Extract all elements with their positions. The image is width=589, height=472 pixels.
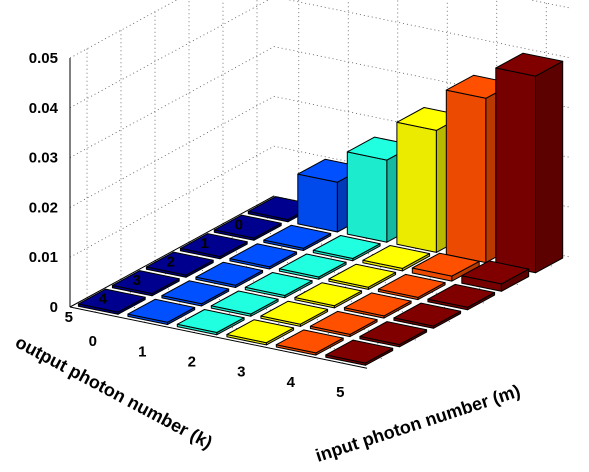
bar-k1-m4 (411, 252, 480, 282)
z-tick-label: 0 (50, 299, 58, 316)
x-tick-label: 5 (336, 384, 344, 401)
z-tick-label: 0.04 (29, 100, 59, 117)
bar-k1-m5 (461, 260, 530, 292)
bar-k2-m5 (427, 283, 496, 311)
z-gridline (69, 95, 572, 208)
bar-k4-m1 (161, 280, 230, 307)
x-tick-label: 3 (237, 364, 245, 381)
bar-k0-m5 (495, 52, 564, 274)
axis-line (69, 195, 275, 308)
y-tick-label: 3 (133, 272, 141, 289)
floor-gridline (86, 297, 385, 360)
bar-k3-m0 (145, 251, 214, 278)
bar-k4-m2 (210, 290, 279, 317)
bar-k5-m4 (275, 329, 344, 356)
bar-k4-m3 (260, 300, 329, 327)
y-tick-label: 0 (235, 216, 243, 233)
z-gridline (69, 145, 572, 258)
z-tick-label: 0.03 (29, 150, 58, 167)
bar-k2-m0 (179, 233, 248, 260)
x-axis-label: input photon number (m) (313, 381, 523, 466)
y-tick-label: 4 (99, 290, 108, 307)
bar-k3-m1 (195, 261, 264, 288)
z-gridline (69, 0, 572, 59)
z-tick-label: 0.01 (29, 249, 58, 266)
floor-gridline (120, 278, 419, 341)
y-tick-label: 1 (201, 235, 209, 252)
bar-k1-m3 (362, 245, 431, 272)
bar-k3-m4 (343, 292, 412, 319)
bar-k1-m2 (312, 235, 381, 262)
bar-k5-m1 (127, 298, 196, 325)
bar-k3-m5 (393, 302, 462, 329)
bar-k3-m3 (294, 282, 363, 309)
z-tick-label: 0.02 (29, 199, 58, 216)
y-tick-label: 2 (167, 253, 175, 270)
bar-k3-m2 (244, 272, 313, 299)
bar-k2-m3 (328, 263, 397, 290)
bar-k5-m2 (176, 309, 245, 336)
bar-k1-m1 (263, 224, 332, 251)
bar-k4-m0 (111, 270, 180, 297)
x-tick-label: 1 (138, 343, 146, 360)
x-tick-label: 0 (89, 333, 97, 350)
bar-k4-m5 (359, 321, 428, 348)
bar-k2-m1 (229, 243, 298, 270)
y-axis-label: output photon number (k) (12, 332, 216, 453)
bar-k1-m0 (213, 214, 282, 241)
bar-k4-m4 (309, 310, 378, 338)
bars-layer (77, 52, 564, 366)
z-gridline (69, 46, 572, 158)
axis-line (69, 306, 368, 369)
floor-gridline (154, 260, 453, 323)
bar-k2-m2 (278, 253, 347, 280)
y-tick-label: 5 (65, 309, 73, 326)
x-tick-label: 2 (188, 354, 196, 371)
bar-k5-m3 (226, 319, 295, 346)
x-tick-label: 4 (287, 374, 296, 391)
bar-k5-m5 (325, 339, 394, 366)
bar-k5-m0 (77, 288, 146, 315)
z-tick-label: 0.05 (29, 50, 58, 67)
floor-gridline (188, 241, 487, 304)
bar-k2-m4 (377, 273, 446, 301)
